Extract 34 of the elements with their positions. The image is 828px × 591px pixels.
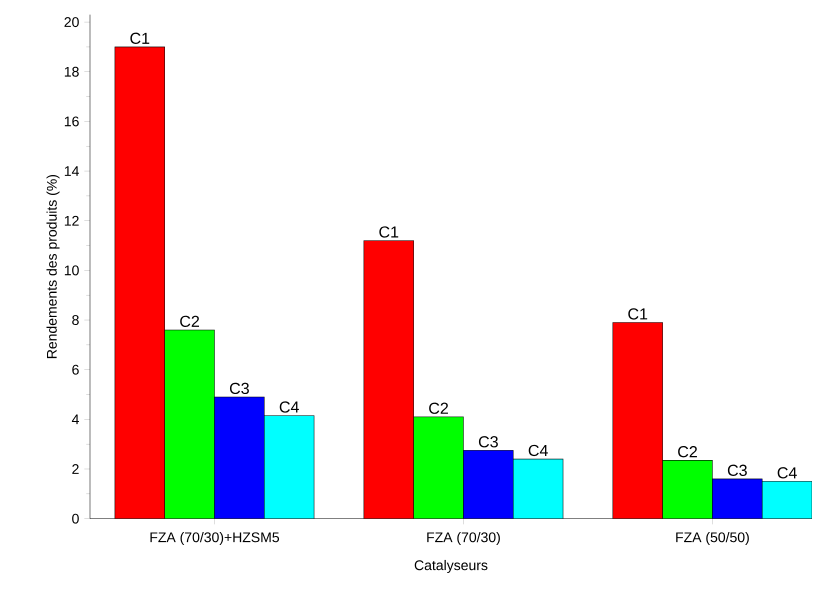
- y-tick-label: 10: [64, 266, 79, 276]
- x-tick-label: FZA (70/30): [427, 532, 500, 546]
- y-tick-label: 16: [64, 116, 79, 127]
- text: C3: [728, 464, 747, 476]
- y-tick-label: 20: [64, 17, 79, 28]
- bar: [164, 330, 214, 519]
- text: C1: [628, 308, 648, 320]
- bar: [662, 460, 713, 519]
- y-tick-label: 6: [72, 364, 79, 375]
- bar: [364, 240, 414, 519]
- series-label: C1: [379, 226, 398, 238]
- y-tick-label: 2: [72, 464, 79, 474]
- bar: [414, 417, 464, 519]
- text: C4: [280, 402, 299, 413]
- y-tick-label: 4: [72, 414, 79, 424]
- text: C2: [429, 402, 448, 414]
- series-label: C4: [778, 467, 797, 479]
- y-tick-label: 12: [64, 216, 79, 226]
- y-axis-title: Rendements des produits (%): [46, 175, 60, 358]
- text: C2: [678, 446, 697, 458]
- y-tick-label: 0: [72, 514, 79, 524]
- text: C4: [528, 444, 548, 456]
- text: C3: [478, 436, 498, 448]
- y-tick-label: 8: [72, 315, 79, 326]
- x-axis-title: Catalyseurs: [414, 560, 488, 574]
- text: C1: [130, 32, 150, 44]
- series-label: C2: [180, 316, 200, 328]
- y-tick-label: 18: [64, 66, 79, 77]
- bar: [612, 322, 663, 519]
- series-label: C3: [230, 382, 249, 394]
- x-tick-label: FZA (50/50): [676, 532, 749, 546]
- bar: [114, 47, 165, 519]
- y-tick-label: 14: [64, 166, 79, 176]
- x-tick-label: FZA (70/30)+HZSM5: [150, 532, 280, 546]
